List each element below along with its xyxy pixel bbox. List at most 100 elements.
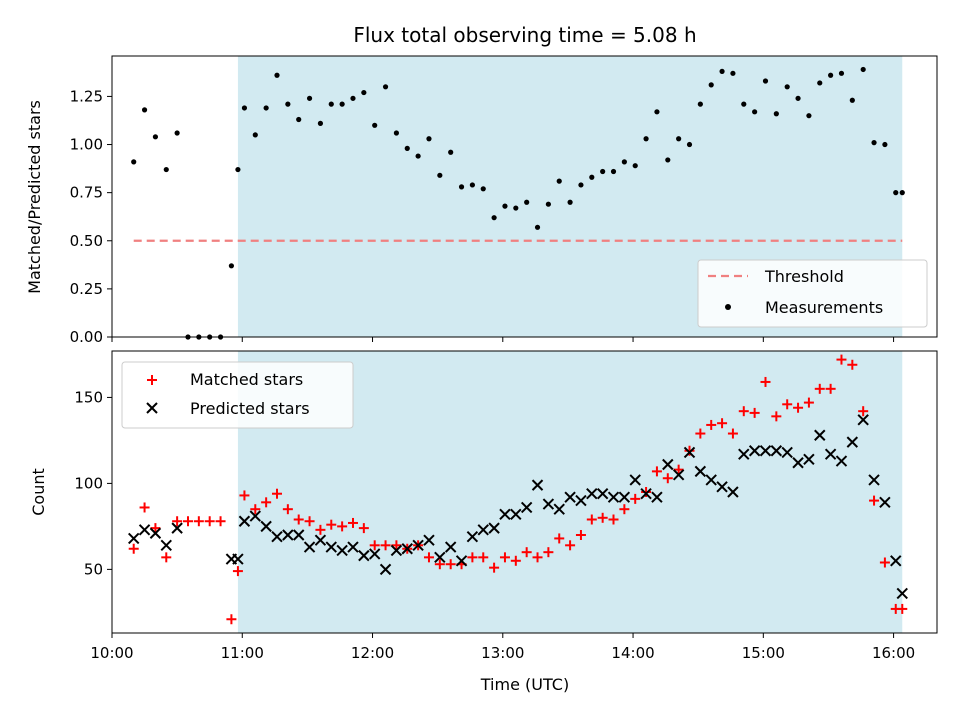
predicted-star-point [553,503,565,515]
measurement-point [632,163,638,169]
measurement-point [600,168,606,175]
matched-star-point [869,495,880,506]
bottom-panel-ytick-label: 50 [84,560,103,578]
predicted-star-point [814,429,826,441]
measurement-point [817,80,823,86]
measurement-point [741,101,747,107]
predicted-star-point [586,488,598,500]
measurement-point [131,159,137,165]
measurement-point [241,105,248,111]
predicted-star-point [232,553,244,565]
measurement-point [306,95,313,101]
legend-matched-swatch [147,375,157,385]
measurement-point [296,116,302,123]
measurement-point [871,140,877,146]
matched-star-point [369,540,380,551]
xtick-label: 11:00 [221,644,264,662]
matched-star-point [215,516,226,527]
measurement-point [567,199,573,205]
predicted-star-point [325,541,337,553]
predicted-star-point [358,549,370,562]
measurement-point [589,174,595,180]
predicted-star-point [423,534,435,546]
legend-matched-label: Matched stars [190,370,303,389]
bottom-panel-legend: Matched stars Predicted stars [121,361,354,429]
matched-star-point [315,524,326,535]
predicted-star-point [618,491,631,503]
matched-star-point [760,376,771,387]
legend-measurements-label: Measurements [765,298,883,317]
measurement-point [393,130,400,136]
bottom-panel-ytick-label: 100 [74,474,103,492]
legend-predicted-label: Predicted stars [190,399,310,418]
measurement-point [382,84,389,90]
predicted-star-point [857,414,869,426]
bottom-panel-frame [111,350,938,634]
matched-star-point [489,562,500,573]
matched-star-point [423,552,434,563]
xtick-label: 15:00 [742,644,785,662]
matched-star-point [858,406,869,417]
measurement-point [350,95,356,101]
matched-star-point [543,547,554,558]
top-panel-ytick-label: 0.75 [70,184,103,202]
matched-star-point [182,516,193,527]
measurement-point [469,182,475,188]
matched-star-point [521,547,532,558]
measurement-point [491,215,497,221]
predicted-star-point [171,522,183,534]
predicted-star-point [662,458,674,471]
matched-star-point [651,466,662,477]
measurement-point [643,136,649,142]
top-panel-ytick-label: 0.25 [70,280,103,298]
top-panel-ytick-label: 1.00 [70,136,103,154]
measurement-point [838,70,845,76]
measurement-point [426,136,432,142]
predicted-star-point [238,515,251,527]
matched-star-point [128,543,139,554]
measurement-point [719,68,725,74]
measurement-point [415,153,421,159]
matched-star-point [565,540,576,551]
matched-star-point [771,411,782,422]
top-panel-y-axis-label: Matched/Predicted stars [25,100,44,294]
predicted-star-point [640,488,652,500]
matched-star-point [706,419,717,430]
measurement-point [773,111,779,117]
predicted-star-point [149,527,162,539]
matched-star-point [250,504,261,515]
predicted-star-point [824,448,837,460]
xtick-label: 14:00 [611,644,654,662]
matched-star-point [673,464,684,475]
measurement-point [372,122,378,128]
matched-star-point [597,512,608,523]
measurement-point [274,72,280,78]
predicted-star-point [455,555,468,567]
measurement-point [235,166,241,173]
bottom-panel-ytick-label: 150 [74,388,103,406]
xtick-label: 13:00 [481,644,524,662]
measurement-point [752,109,758,115]
matched-star-point [727,428,738,439]
matched-star-point [304,516,315,527]
matched-star-point [510,555,521,566]
bottom-panel-y-axis-label: Count [29,468,48,516]
matched-star-point [434,559,445,570]
predicted-star-point [575,494,587,507]
legend-predicted-swatch [146,402,158,414]
measurement-point [448,149,454,155]
measurement-point [480,186,486,192]
matched-star-point [499,552,510,563]
matched-star-point [532,552,543,563]
measurement-point [513,205,519,211]
measurement-point [686,141,693,148]
matched-star-point [662,473,673,484]
matched-star-point [467,552,478,563]
matched-star-point [608,514,619,525]
predicted-star-point [803,453,815,466]
predicted-star-point [738,448,750,460]
measurement-point [556,178,562,184]
matched-star-point [445,559,456,570]
measurement-point [174,130,180,136]
